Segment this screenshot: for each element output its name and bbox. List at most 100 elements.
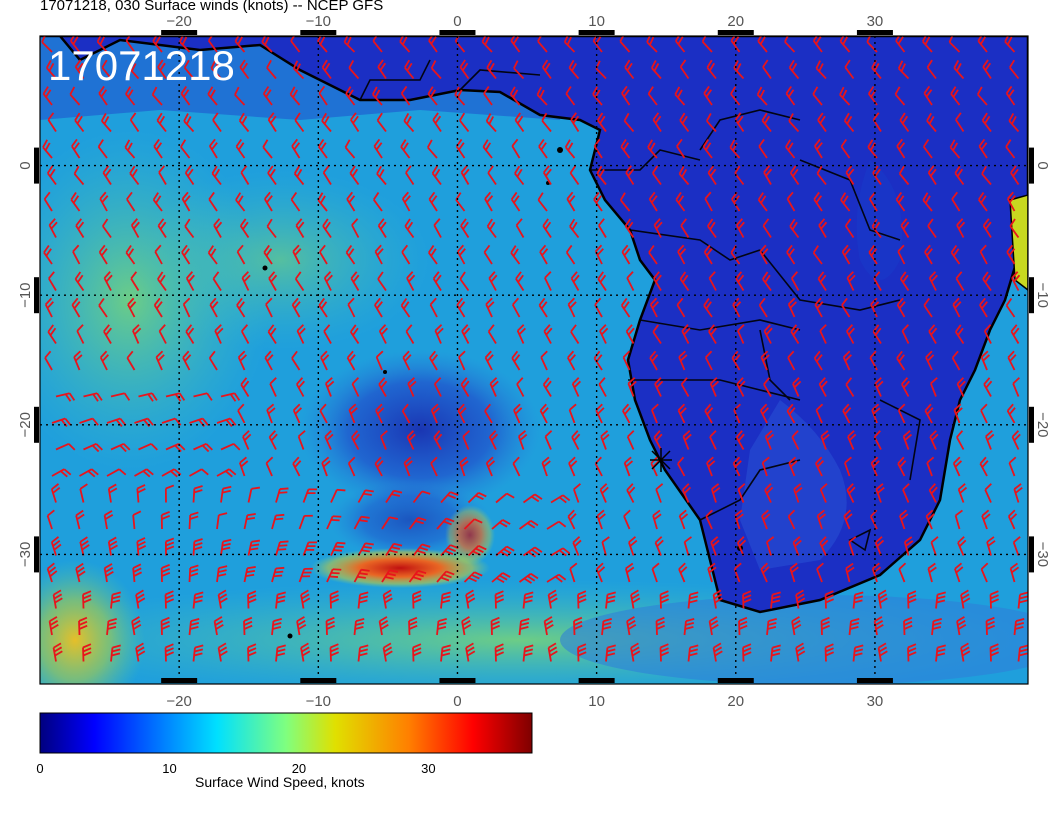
wind-barb — [649, 297, 659, 318]
wind-barb — [1009, 218, 1020, 239]
wind-barb — [220, 538, 232, 556]
wind-barb — [433, 218, 442, 238]
wind-barb — [896, 297, 906, 318]
wind-barb — [564, 139, 576, 159]
wind-barb — [44, 350, 53, 371]
wind-barb — [207, 86, 218, 106]
wind-barb — [649, 350, 659, 371]
wind-barb — [839, 36, 851, 53]
wind-barb — [954, 562, 964, 583]
wind-barb — [547, 589, 558, 609]
wind-barb — [514, 112, 525, 133]
wind-barb — [630, 589, 641, 609]
y-tick — [1029, 147, 1034, 184]
wind-barb — [346, 350, 356, 371]
wind-barb — [1006, 403, 1016, 424]
wind-barb — [537, 192, 548, 212]
wind-barb — [378, 616, 389, 636]
wind-barb — [870, 297, 880, 318]
wind-barb — [624, 562, 635, 583]
station-marker — [650, 448, 672, 472]
wind-barb — [770, 591, 781, 609]
wind-barb — [871, 403, 881, 424]
wind-barb — [1011, 271, 1021, 291]
wind-barb — [628, 536, 638, 556]
wind-barb — [708, 271, 717, 291]
wind-barb — [647, 139, 658, 159]
wind-barb — [824, 643, 835, 662]
wind-barb — [706, 59, 717, 80]
wind-barb — [357, 489, 374, 503]
wind-barb — [538, 297, 548, 318]
wind-barb — [319, 403, 328, 424]
wind-barb — [954, 165, 965, 186]
wind-barb — [152, 36, 163, 53]
wind-barb — [894, 86, 906, 106]
wind-barb — [986, 536, 996, 556]
wind-barb — [977, 36, 988, 53]
wind-barb — [651, 562, 660, 583]
wind-barb — [841, 244, 851, 265]
map-axes: −20 −20 −10 −10 0 0 10 10 20 20 30 30 0 0 −10 −10 −20 −20… — [17, 13, 1051, 710]
wind-barb — [182, 297, 191, 318]
wind-barb — [907, 643, 917, 662]
wind-barb — [926, 59, 937, 80]
wind-barb — [931, 618, 942, 636]
wind-barb — [869, 350, 878, 371]
wind-barb — [351, 377, 360, 397]
wind-barb — [357, 591, 369, 609]
wind-barb — [817, 271, 827, 291]
wind-barb — [766, 536, 775, 556]
wind-barb — [329, 643, 340, 662]
y-tick — [34, 147, 39, 184]
x-tick — [439, 678, 476, 683]
wind-barb — [126, 350, 136, 371]
wind-barb — [742, 590, 752, 609]
wind-barb — [302, 541, 317, 556]
wind-barb — [979, 297, 988, 318]
wind-barb — [758, 138, 768, 159]
lat-lon-grid — [40, 36, 1028, 684]
wind-barb — [681, 483, 692, 503]
wind-barb — [868, 244, 878, 265]
wind-barb — [624, 59, 635, 80]
y-tick-label: −30 — [1034, 542, 1051, 567]
wind-barb — [509, 86, 521, 106]
wind-barb — [681, 324, 691, 344]
wind-barb — [300, 589, 311, 609]
wind-barb — [192, 644, 204, 662]
wind-barb — [815, 60, 827, 80]
wind-barb — [266, 59, 277, 80]
wind-barb — [324, 430, 334, 450]
wind-barb — [74, 112, 85, 133]
wind-barb — [268, 271, 278, 291]
wind-barb — [757, 192, 768, 212]
wind-barb — [926, 456, 935, 477]
wind-barb — [1011, 430, 1021, 450]
wind-barb — [412, 643, 422, 662]
wind-barb — [373, 138, 383, 159]
wind-barb — [565, 86, 576, 106]
wind-barb — [571, 377, 582, 397]
wind-barb — [522, 644, 534, 662]
wind-barb — [1005, 85, 1016, 106]
wind-barb — [75, 562, 86, 583]
y-tick-label: 0 — [17, 161, 34, 169]
wind-barb — [326, 568, 342, 583]
wind-barb — [630, 642, 641, 662]
wind-barb — [659, 643, 670, 662]
wind-barb — [568, 59, 580, 80]
wind-barb — [510, 191, 521, 212]
wind-barb — [593, 191, 603, 212]
wind-barb — [290, 36, 301, 53]
wind-barb — [48, 271, 57, 291]
wind-barb — [538, 138, 548, 159]
wind-barb — [929, 430, 939, 450]
wind-barb — [401, 403, 411, 424]
wind-barb — [979, 456, 989, 477]
wind-barb — [440, 644, 451, 662]
wind-barb — [440, 491, 459, 504]
wind-barb — [678, 509, 689, 530]
wind-barb — [648, 191, 658, 212]
wind-barb — [207, 245, 218, 265]
